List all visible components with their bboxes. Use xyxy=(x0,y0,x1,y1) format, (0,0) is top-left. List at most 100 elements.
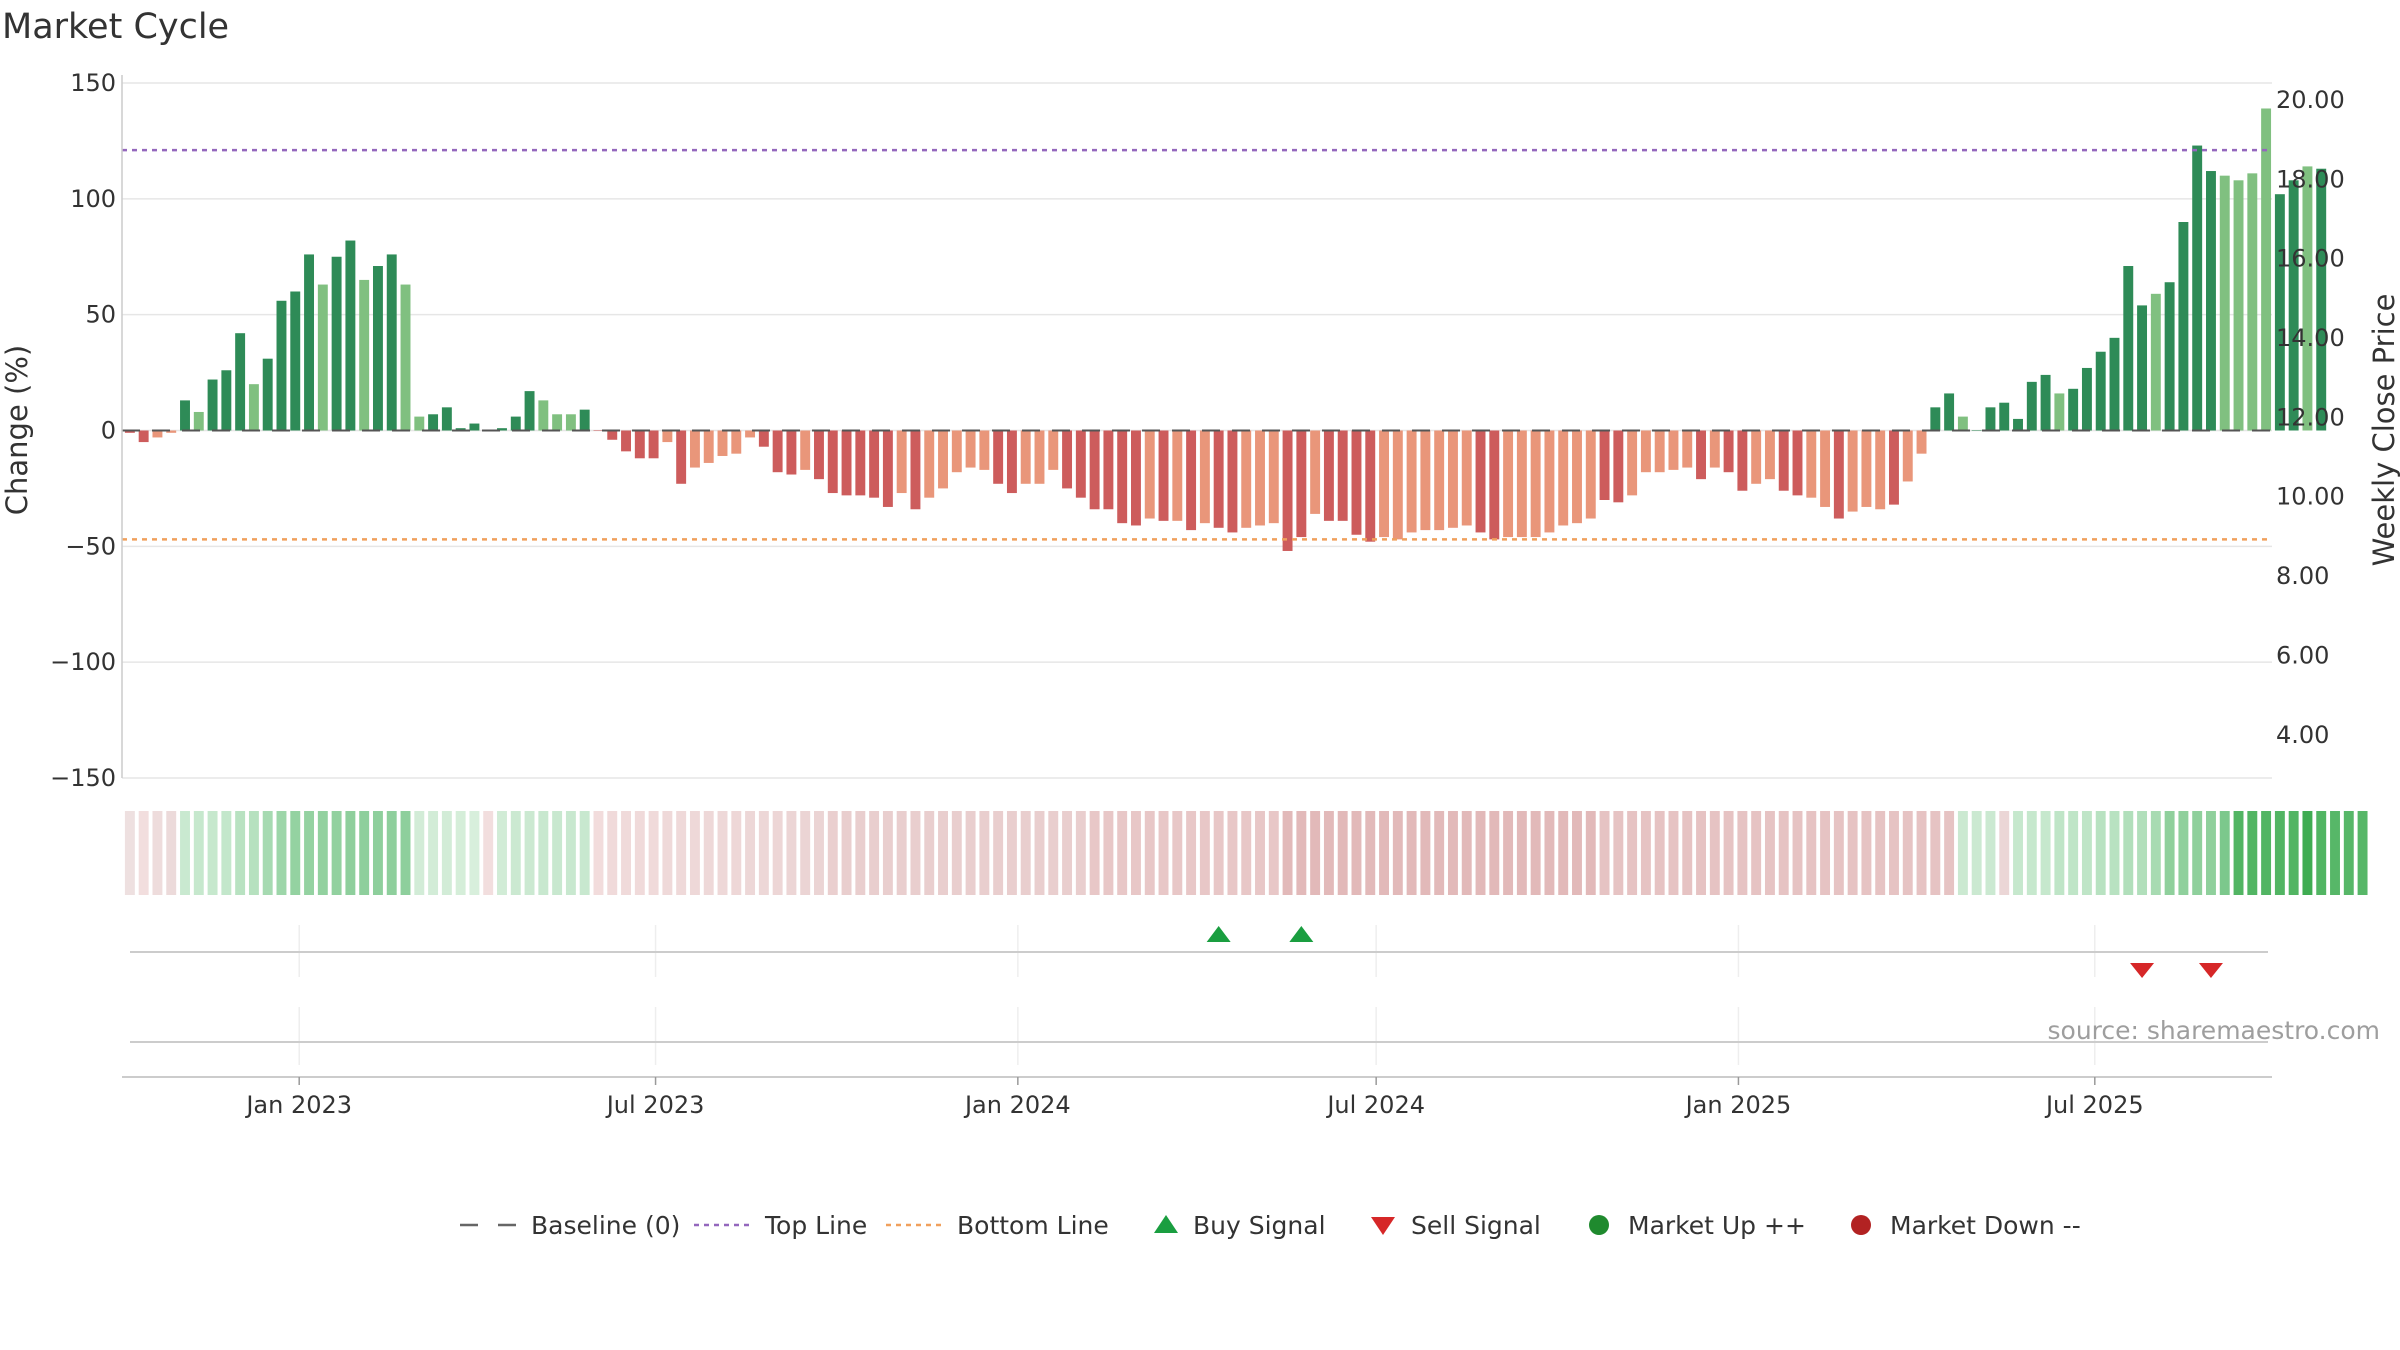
strip-cell xyxy=(235,811,246,895)
bar xyxy=(1764,430,1775,480)
strip-cell xyxy=(2178,811,2189,895)
buy-signal-marker xyxy=(1206,926,1231,942)
bar xyxy=(538,400,549,431)
bar xyxy=(910,430,921,510)
strip-cell xyxy=(1296,811,1307,895)
strip-cell xyxy=(1020,811,1031,895)
strip-cell xyxy=(1516,811,1527,895)
bar xyxy=(993,430,1004,484)
x-axis: Jan 2023 Jul 2023 Jan 2024 Jul 2024 Jan 2025… xyxy=(122,1076,2272,1119)
bar xyxy=(938,430,948,489)
bar xyxy=(331,256,342,431)
bar xyxy=(2247,173,2258,431)
strip-cell xyxy=(248,811,259,895)
reference-lines xyxy=(122,148,2272,541)
bar xyxy=(152,430,163,438)
y2-tick-label: 16.00 xyxy=(2276,245,2345,273)
strip-cell xyxy=(2219,811,2230,895)
strip-cell xyxy=(1709,811,1720,895)
strip-cell xyxy=(359,811,370,895)
strip-cell xyxy=(1558,811,1569,895)
legend-item: Buy Signal xyxy=(1154,1211,1326,1240)
strip-cell xyxy=(1627,811,1638,895)
bar xyxy=(703,430,714,463)
strip-cell xyxy=(345,811,356,895)
bar xyxy=(1103,430,1114,510)
bar xyxy=(1048,430,1059,470)
strip-cell xyxy=(2316,811,2327,895)
bar xyxy=(2054,393,2065,431)
bar xyxy=(552,414,563,431)
bar xyxy=(1337,430,1348,521)
bar xyxy=(1847,430,1858,512)
strip-cell xyxy=(1006,811,1017,895)
strip-cell xyxy=(1833,811,1844,895)
strip-cell xyxy=(2026,811,2037,895)
bar xyxy=(634,430,645,459)
strip-cell xyxy=(441,811,452,895)
bar xyxy=(1323,430,1334,521)
bar xyxy=(441,407,452,431)
strip-cell xyxy=(455,811,466,895)
legend-label: Market Down -- xyxy=(1890,1211,2081,1240)
bar xyxy=(648,430,659,459)
bar xyxy=(1020,430,1031,484)
strip-cell xyxy=(1489,811,1500,895)
strip-cell xyxy=(869,811,880,895)
legend-circle-icon xyxy=(1851,1215,1871,1235)
bar xyxy=(372,266,383,431)
bar xyxy=(1709,430,1720,468)
legend-label: Buy Signal xyxy=(1193,1211,1326,1240)
strip-cell xyxy=(1406,811,1417,895)
bar xyxy=(1985,407,1996,431)
strip-cell xyxy=(2343,811,2354,895)
strip-cell xyxy=(124,811,135,895)
strip-cell xyxy=(1944,811,1955,895)
y-tick-label: 150 xyxy=(70,69,116,97)
bar xyxy=(400,284,411,431)
bar xyxy=(193,411,204,431)
bar xyxy=(1654,430,1665,473)
y2-tick-label: 20.00 xyxy=(2276,86,2345,114)
strip-cell xyxy=(2054,811,2065,895)
strip-cell xyxy=(1654,811,1665,895)
bar xyxy=(1310,430,1321,514)
strip-cell xyxy=(800,811,811,895)
x-tick-label: Jul 2025 xyxy=(2044,1091,2144,1119)
bar xyxy=(1861,430,1872,507)
bar xyxy=(2316,168,2327,431)
strip-cell xyxy=(896,811,907,895)
bar xyxy=(2178,222,2189,431)
y-tick-label: −50 xyxy=(65,532,116,560)
bars xyxy=(124,108,2327,551)
bar xyxy=(841,430,852,496)
legend-sell-icon xyxy=(1371,1217,1395,1235)
bar xyxy=(882,430,893,507)
strip-cell xyxy=(2081,811,2092,895)
bar xyxy=(1475,430,1486,533)
bar xyxy=(469,423,480,431)
bar xyxy=(1406,430,1417,533)
strip-cell xyxy=(2357,811,2368,895)
strip-cell xyxy=(1255,811,1265,895)
bar xyxy=(2068,388,2079,431)
strip-cell xyxy=(1585,811,1596,895)
sell-signal-marker xyxy=(2198,963,2223,978)
bar xyxy=(2150,293,2161,431)
strip-cell xyxy=(1034,811,1045,895)
y-tick-label: 100 xyxy=(70,185,116,213)
y2-tick-label: 4.00 xyxy=(2276,721,2329,749)
strip-cell xyxy=(317,811,328,895)
bar xyxy=(1241,430,1252,528)
legend-item: Market Down -- xyxy=(1851,1211,2081,1240)
bar xyxy=(1572,430,1582,524)
strip-cell xyxy=(1268,811,1279,895)
strip-cell xyxy=(938,811,948,895)
bar xyxy=(1172,430,1183,521)
strip-cell xyxy=(262,811,273,895)
y2-tick-label: 14.00 xyxy=(2276,324,2345,352)
strip-cell xyxy=(1131,811,1141,895)
bar xyxy=(2123,266,2134,431)
bar xyxy=(814,430,824,480)
strip-cell xyxy=(1227,811,1238,895)
